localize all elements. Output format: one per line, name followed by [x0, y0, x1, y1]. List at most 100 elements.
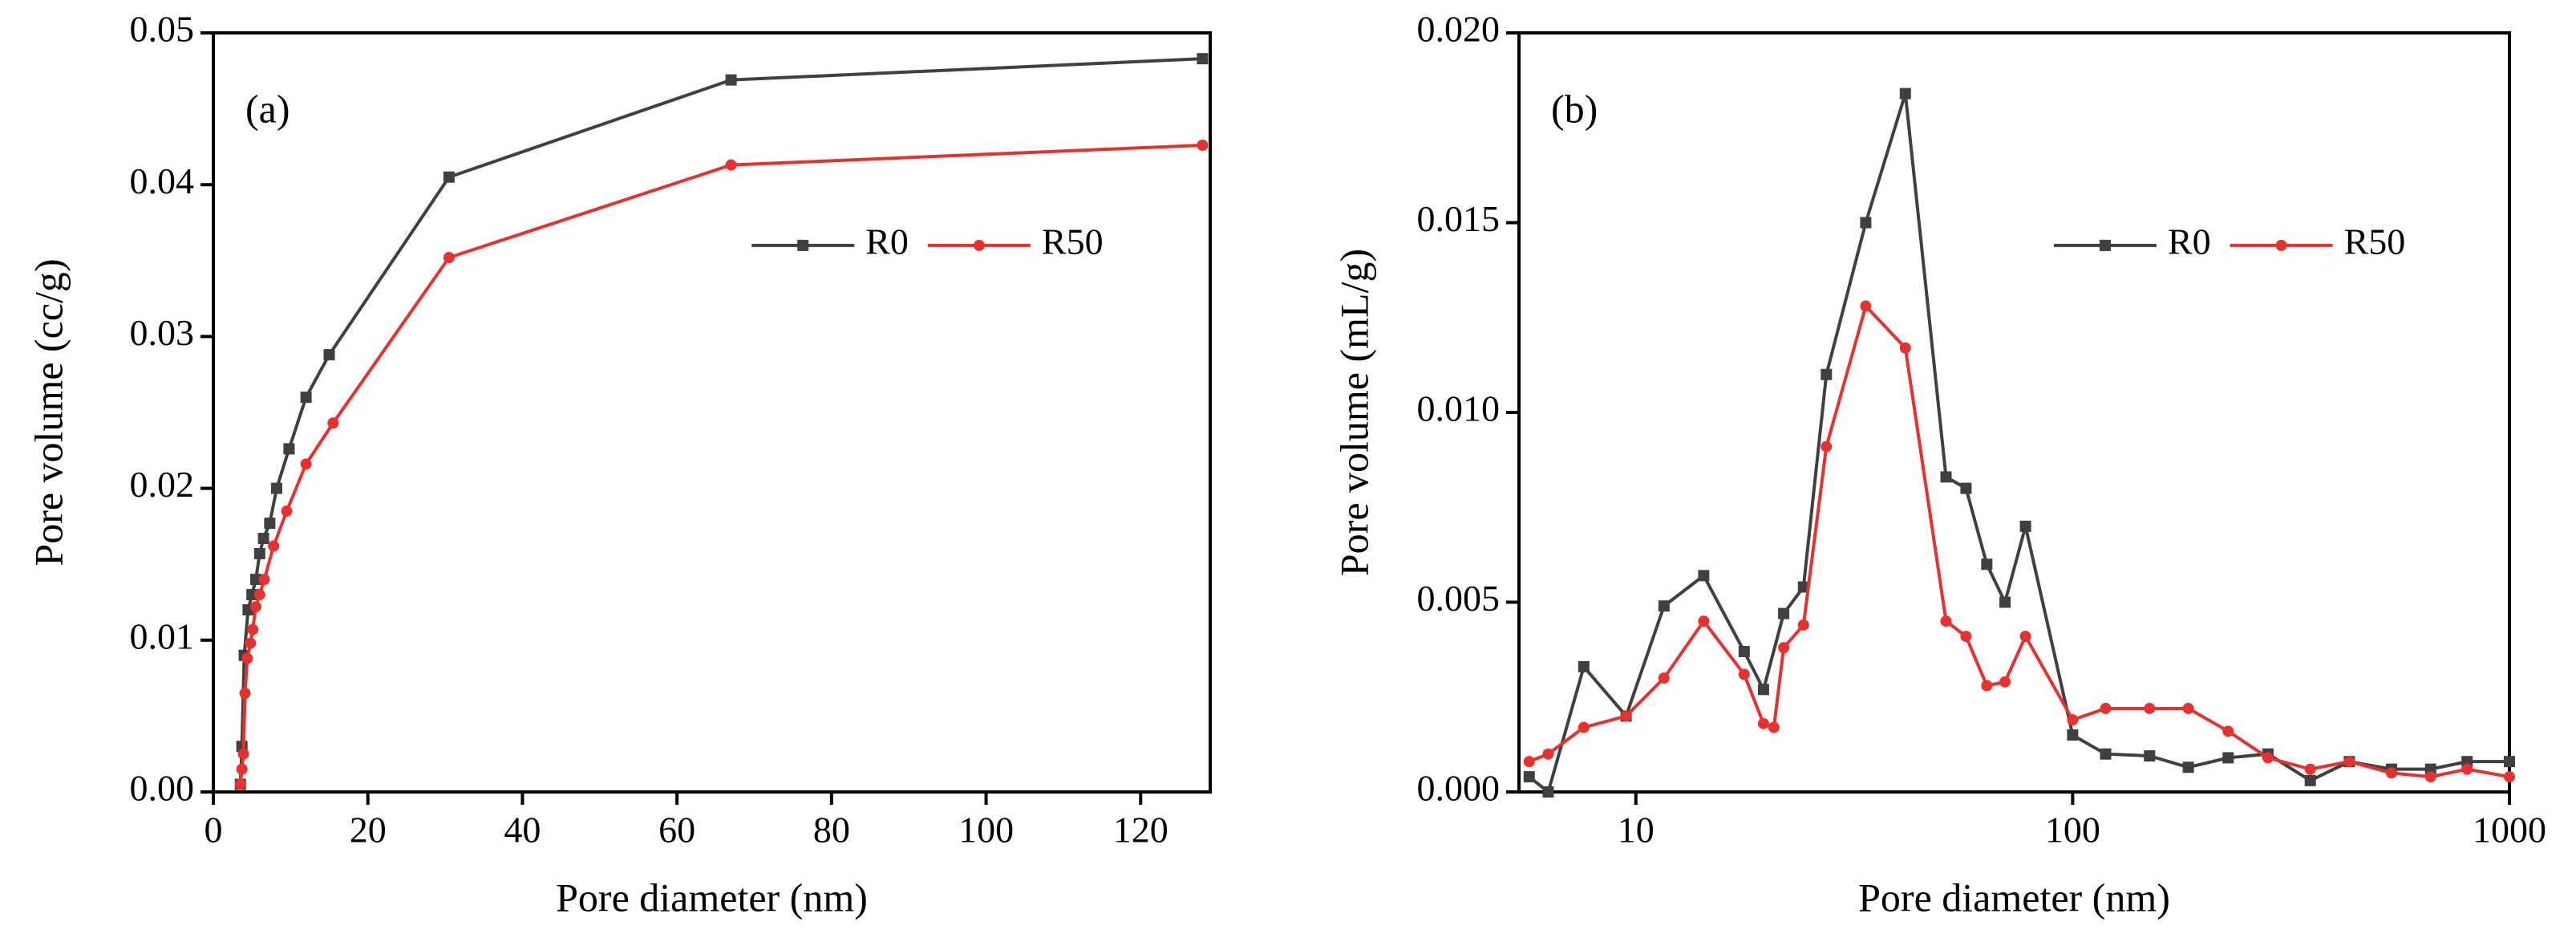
marker	[1523, 771, 1535, 783]
series-line	[1529, 302, 2510, 779]
marker	[1899, 342, 1911, 354]
marker	[241, 652, 253, 664]
x-tick-label: 1000	[2473, 810, 2546, 851]
y-tick-label: 0.020	[1417, 9, 1501, 50]
series-line	[1528, 93, 2509, 795]
marker	[725, 74, 737, 86]
marker	[725, 159, 737, 171]
marker	[246, 589, 258, 601]
marker	[1523, 756, 1535, 768]
marker	[249, 601, 261, 613]
marker	[300, 392, 312, 404]
y-tick-label: 0.02	[130, 464, 195, 505]
marker	[258, 574, 270, 586]
marker	[264, 518, 276, 530]
marker	[300, 458, 312, 470]
marker	[1738, 645, 1750, 657]
y-tick-label: 0.04	[130, 160, 195, 201]
legend-marker	[2275, 239, 2287, 251]
marker	[1778, 642, 1790, 654]
legend-marker	[797, 239, 809, 251]
marker	[2067, 729, 2079, 741]
legend-marker	[2099, 239, 2111, 251]
marker	[2182, 761, 2194, 773]
marker	[2144, 702, 2156, 714]
legend-label: R50	[1042, 221, 1104, 262]
marker	[239, 688, 251, 700]
legend-label: R0	[865, 221, 909, 262]
marker	[2100, 702, 2112, 714]
marker	[443, 252, 455, 264]
marker	[1757, 717, 1769, 729]
legend-marker	[973, 239, 985, 251]
plot-frame	[1517, 31, 2511, 794]
marker	[1821, 441, 1833, 453]
marker	[1698, 615, 1710, 627]
marker	[1860, 217, 1872, 229]
x-tick-label: 60	[658, 810, 695, 851]
x-axis-title: Pore diameter (nm)	[556, 875, 868, 920]
marker	[245, 637, 257, 649]
marker	[253, 547, 265, 559]
y-axis-title: Pore volume (cc/g)	[26, 258, 71, 566]
marker	[2222, 725, 2234, 737]
y-tick-label: 0.005	[1417, 578, 1501, 619]
x-tick-label: 0	[205, 810, 223, 851]
marker	[1542, 748, 1554, 760]
marker	[1620, 710, 1632, 722]
marker	[2385, 767, 2397, 779]
marker	[1757, 684, 1769, 696]
x-tick-label: 20	[350, 810, 387, 851]
marker	[234, 778, 246, 790]
x-tick-label: 80	[813, 810, 850, 851]
marker	[443, 171, 455, 183]
marker	[1821, 368, 1833, 380]
x-axis-title: Pore diameter (nm)	[1858, 875, 2170, 920]
marker	[1981, 558, 1993, 570]
series-line	[238, 57, 1203, 785]
y-tick-label: 0.03	[130, 312, 195, 353]
marker	[247, 623, 259, 635]
marker	[271, 482, 283, 494]
marker	[1940, 615, 1952, 627]
marker	[2424, 771, 2436, 783]
marker	[1197, 53, 1209, 65]
marker	[281, 505, 293, 517]
subplot: 0 20 40 60 80 100 120 0.00 0.01 0.02 0.03 0.04 0.05 P…	[26, 9, 1212, 920]
y-tick-label: 0.05	[130, 9, 195, 50]
marker	[2100, 748, 2112, 760]
y-tick-label: 0.015	[1417, 198, 1501, 239]
marker	[1940, 471, 1952, 483]
marker	[1578, 660, 1590, 672]
y-tick-label: 0.000	[1417, 768, 1501, 809]
marker	[1738, 668, 1750, 680]
marker	[1899, 87, 1911, 99]
marker	[2262, 752, 2274, 764]
marker	[1778, 607, 1790, 619]
marker	[327, 417, 339, 429]
marker	[2067, 714, 2079, 726]
marker	[2504, 756, 2515, 768]
legend-label: R0	[2168, 221, 2211, 262]
marker	[323, 349, 335, 361]
marker	[2343, 756, 2355, 768]
marker	[1197, 140, 1209, 152]
marker	[2019, 520, 2031, 532]
marker	[253, 589, 265, 601]
marker	[249, 574, 261, 586]
marker	[2304, 763, 2316, 775]
x-tick-label: 100	[2045, 810, 2100, 851]
subplot: 10 100 1000 0.000 0.005 0.010 0.015 0.020 Pore d…	[1331, 9, 2546, 920]
y-tick-label: 0.00	[130, 768, 195, 809]
marker	[2504, 771, 2515, 783]
marker	[1768, 721, 1780, 733]
marker	[1658, 600, 1670, 612]
marker	[2461, 763, 2473, 775]
panel-label: (b)	[1551, 86, 1598, 131]
marker	[1578, 721, 1590, 733]
x-tick-label: 100	[958, 810, 1014, 851]
marker	[1797, 581, 1809, 593]
y-tick-label: 0.01	[130, 615, 195, 656]
marker	[1981, 680, 1993, 692]
